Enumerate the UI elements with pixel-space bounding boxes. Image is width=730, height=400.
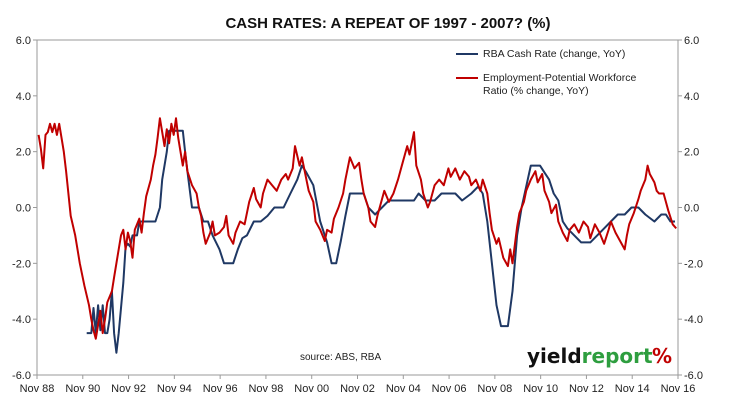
legend-label: Employment-Potential Workforce — [483, 72, 636, 84]
y2-tick-label: 0.0 — [684, 203, 699, 215]
x-tick-label: Nov 06 — [432, 383, 467, 395]
x-tick-label: Nov 96 — [203, 383, 238, 395]
yieldreport-logo: yieldreport % — [527, 344, 672, 368]
chart-title: CASH RATES: A REPEAT OF 1997 - 2007? (%) — [225, 15, 550, 32]
y-tick-label: 2.0 — [16, 147, 31, 159]
x-tick-label: Nov 10 — [523, 383, 558, 395]
x-tick-label: Nov 88 — [20, 383, 55, 395]
x-tick-label: Nov 02 — [340, 383, 375, 395]
x-tick-label: Nov 16 — [661, 383, 696, 395]
y-axis-right: 6.0 4.0 2.0 0.0 -2.0 -4.0 -6.0 — [678, 35, 703, 382]
y-tick-label: 0.0 — [16, 203, 31, 215]
logo-report: report — [582, 344, 653, 368]
y2-tick-label: -2.0 — [684, 258, 703, 270]
legend-label: Ratio (% change, YoY) — [483, 85, 589, 97]
y2-tick-label: 6.0 — [684, 35, 699, 47]
x-tick-label: Nov 92 — [111, 383, 146, 395]
legend: RBA Cash Rate (change, YoY) Employment-Po… — [456, 48, 636, 97]
x-tick-label: Nov 12 — [569, 383, 604, 395]
x-tick-label: Nov 14 — [615, 383, 650, 395]
y2-tick-label: 4.0 — [684, 91, 699, 103]
employment-ratio-line — [37, 117, 677, 340]
x-tick-label: Nov 90 — [65, 383, 100, 395]
source-note: source: ABS, RBA — [300, 352, 381, 363]
y2-tick-label: 2.0 — [684, 147, 699, 159]
y2-tick-label: -4.0 — [684, 314, 703, 326]
y-tick-label: 6.0 — [16, 35, 31, 47]
y-tick-label: 4.0 — [16, 91, 31, 103]
y-tick-label: -2.0 — [12, 258, 31, 270]
y2-tick-label: -6.0 — [684, 370, 703, 382]
svg-text:yieldreport: yieldreport — [527, 344, 653, 368]
y-axis-left: 6.0 4.0 2.0 0.0 -2.0 -4.0 -6.0 — [12, 35, 37, 382]
x-axis: Nov 88 Nov 90 Nov 92 Nov 94 Nov 96 Nov 98 Nov … — [20, 375, 696, 395]
x-tick-label: Nov 98 — [248, 383, 283, 395]
legend-label: RBA Cash Rate (change, YoY) — [483, 48, 625, 60]
logo-yield: yield — [527, 344, 582, 368]
x-tick-label: Nov 94 — [157, 383, 192, 395]
series-layer — [37, 117, 677, 354]
logo-percent-icon: % — [652, 344, 672, 368]
x-tick-label: Nov 04 — [386, 383, 421, 395]
x-tick-label: Nov 08 — [477, 383, 512, 395]
x-tick-label: Nov 00 — [294, 383, 329, 395]
y-tick-label: -4.0 — [12, 314, 31, 326]
y-tick-label: -6.0 — [12, 370, 31, 382]
